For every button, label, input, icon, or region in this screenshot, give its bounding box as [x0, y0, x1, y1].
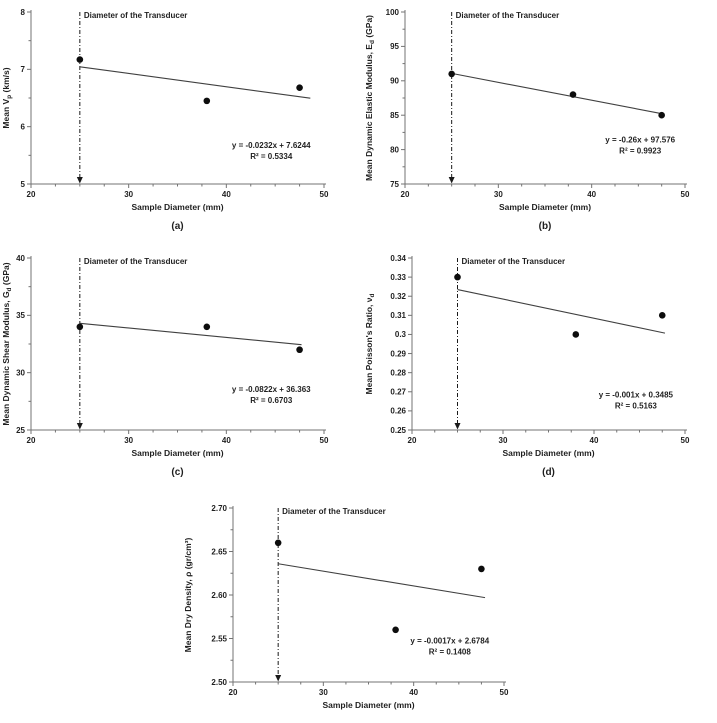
svg-text:2.70: 2.70	[211, 504, 227, 513]
svg-text:6: 6	[21, 122, 26, 131]
svg-text:y = -0.0232x + 7.6244: y = -0.0232x + 7.6244	[232, 141, 311, 150]
svg-text:7: 7	[21, 65, 26, 74]
svg-text:25: 25	[16, 426, 25, 435]
svg-text:40: 40	[222, 190, 231, 199]
svg-text:30: 30	[124, 190, 133, 199]
svg-text:R² = 0.5163: R² = 0.5163	[615, 401, 658, 410]
svg-text:Sample Diameter (mm): Sample Diameter (mm)	[131, 202, 223, 212]
svg-text:35: 35	[16, 311, 25, 320]
svg-text:(d): (d)	[542, 467, 555, 478]
panel-a: Diameter of the Transducer 20 30 40 50 5 6 7 8 y …	[2, 2, 354, 240]
svg-text:2.50: 2.50	[211, 678, 227, 687]
svg-text:Mean Dynamic Shear Modulus, Gd: Mean Dynamic Shear Modulus, Gd (GPa)	[2, 262, 13, 425]
svg-text:20: 20	[27, 436, 36, 445]
svg-text:0.26: 0.26	[390, 407, 406, 416]
panel-b: Diameter of the Transducer 20 30 40 50 75 80 85…	[363, 2, 715, 240]
svg-text:0.29: 0.29	[390, 349, 406, 358]
svg-text:2.55: 2.55	[211, 634, 227, 643]
svg-text:30: 30	[494, 190, 503, 199]
svg-text:Diameter of the Transducer: Diameter of the Transducer	[456, 11, 560, 20]
svg-text:Diameter of the Transducer: Diameter of the Transducer	[84, 11, 188, 20]
panel-c-chart: Diameter of the Transducer 20 30 40 50 25 30 35…	[2, 254, 329, 478]
svg-text:0.25: 0.25	[390, 426, 406, 435]
panel-c: Diameter of the Transducer 20 30 40 50 25 30 35…	[2, 248, 354, 486]
svg-text:40: 40	[587, 190, 596, 199]
svg-text:8: 8	[21, 8, 26, 17]
svg-text:Diameter of the Transducer: Diameter of the Transducer	[84, 257, 188, 266]
svg-text:R² = 0.5334: R² = 0.5334	[250, 152, 293, 161]
svg-text:30: 30	[319, 688, 328, 697]
svg-text:0.31: 0.31	[390, 311, 406, 320]
svg-text:40: 40	[16, 254, 25, 263]
panel-a-chart: Diameter of the Transducer 20 30 40 50 5 6 7 8 y …	[2, 8, 329, 232]
svg-text:50: 50	[320, 436, 329, 445]
panel-e-chart: Diameter of the Transducer 20 30 40 50 2.50 2.…	[183, 504, 509, 710]
svg-text:Mean Poisson's Ratio, νd: Mean Poisson's Ratio, νd	[364, 294, 376, 395]
svg-text:Mean Vp (km/s): Mean Vp (km/s)	[2, 67, 13, 128]
svg-text:2.65: 2.65	[211, 547, 227, 556]
svg-text:R² = 0.6703: R² = 0.6703	[250, 396, 293, 405]
svg-text:Sample Diameter (mm): Sample Diameter (mm)	[499, 202, 591, 212]
panel-b-chart: Diameter of the Transducer 20 30 40 50 75 80 85…	[364, 8, 690, 232]
panel-d-chart: Diameter of the Transducer 20 30 40 50 0.25 0.…	[364, 254, 690, 478]
svg-text:95: 95	[390, 42, 399, 51]
svg-text:0.33: 0.33	[390, 273, 406, 282]
svg-text:80: 80	[390, 145, 399, 154]
svg-text:Mean Dry Density, ρ (gr/cm³): Mean Dry Density, ρ (gr/cm³)	[183, 537, 193, 652]
svg-text:Sample Diameter (mm): Sample Diameter (mm)	[322, 700, 414, 710]
svg-text:(b): (b)	[539, 221, 552, 232]
svg-text:R² = 0.1408: R² = 0.1408	[429, 648, 472, 657]
svg-text:Sample Diameter (mm): Sample Diameter (mm)	[131, 448, 223, 458]
svg-text:Mean Dynamic Elastic Modulus,: Mean Dynamic Elastic Modulus, Ed (GPa)	[364, 15, 376, 181]
panel-d: Diameter of the Transducer 20 30 40 50 0.25 0.…	[363, 248, 715, 486]
panel-e: Diameter of the Transducer 20 30 40 50 2.50 2.…	[182, 486, 534, 722]
svg-text:50: 50	[500, 688, 509, 697]
svg-text:y = -0.26x + 97.576: y = -0.26x + 97.576	[605, 136, 675, 145]
svg-text:y = -0.001x + 0.3485: y = -0.001x + 0.3485	[599, 390, 674, 399]
svg-text:20: 20	[408, 436, 417, 445]
svg-text:R² = 0.9923: R² = 0.9923	[619, 147, 662, 156]
svg-text:20: 20	[27, 190, 36, 199]
svg-text:Diameter of the Transducer: Diameter of the Transducer	[282, 507, 386, 516]
svg-text:(c): (c)	[171, 467, 183, 478]
svg-text:Sample Diameter (mm): Sample Diameter (mm)	[502, 448, 594, 458]
svg-text:85: 85	[390, 111, 399, 120]
svg-text:20: 20	[401, 190, 410, 199]
svg-text:0.27: 0.27	[390, 388, 406, 397]
svg-text:Diameter of the Transducer: Diameter of the Transducer	[462, 257, 566, 266]
svg-text:30: 30	[16, 368, 25, 377]
svg-text:100: 100	[386, 8, 400, 17]
svg-text:0.34: 0.34	[390, 254, 406, 263]
svg-text:(a): (a)	[171, 221, 183, 232]
svg-text:0.32: 0.32	[390, 292, 406, 301]
svg-text:y = -0.0017x + 2.6784: y = -0.0017x + 2.6784	[410, 637, 489, 646]
svg-text:30: 30	[124, 436, 133, 445]
svg-text:0.28: 0.28	[390, 368, 406, 377]
svg-text:50: 50	[681, 436, 690, 445]
svg-text:y = -0.0822x + 36.363: y = -0.0822x + 36.363	[232, 385, 311, 394]
svg-text:40: 40	[590, 436, 599, 445]
svg-text:0.3: 0.3	[395, 330, 407, 339]
svg-text:40: 40	[222, 436, 231, 445]
svg-text:2.60: 2.60	[211, 591, 227, 600]
svg-text:90: 90	[390, 77, 399, 86]
svg-text:50: 50	[320, 190, 329, 199]
svg-text:20: 20	[229, 688, 238, 697]
svg-text:5: 5	[21, 180, 26, 189]
svg-text:75: 75	[390, 180, 399, 189]
svg-text:30: 30	[499, 436, 508, 445]
svg-text:40: 40	[409, 688, 418, 697]
svg-text:50: 50	[681, 190, 690, 199]
